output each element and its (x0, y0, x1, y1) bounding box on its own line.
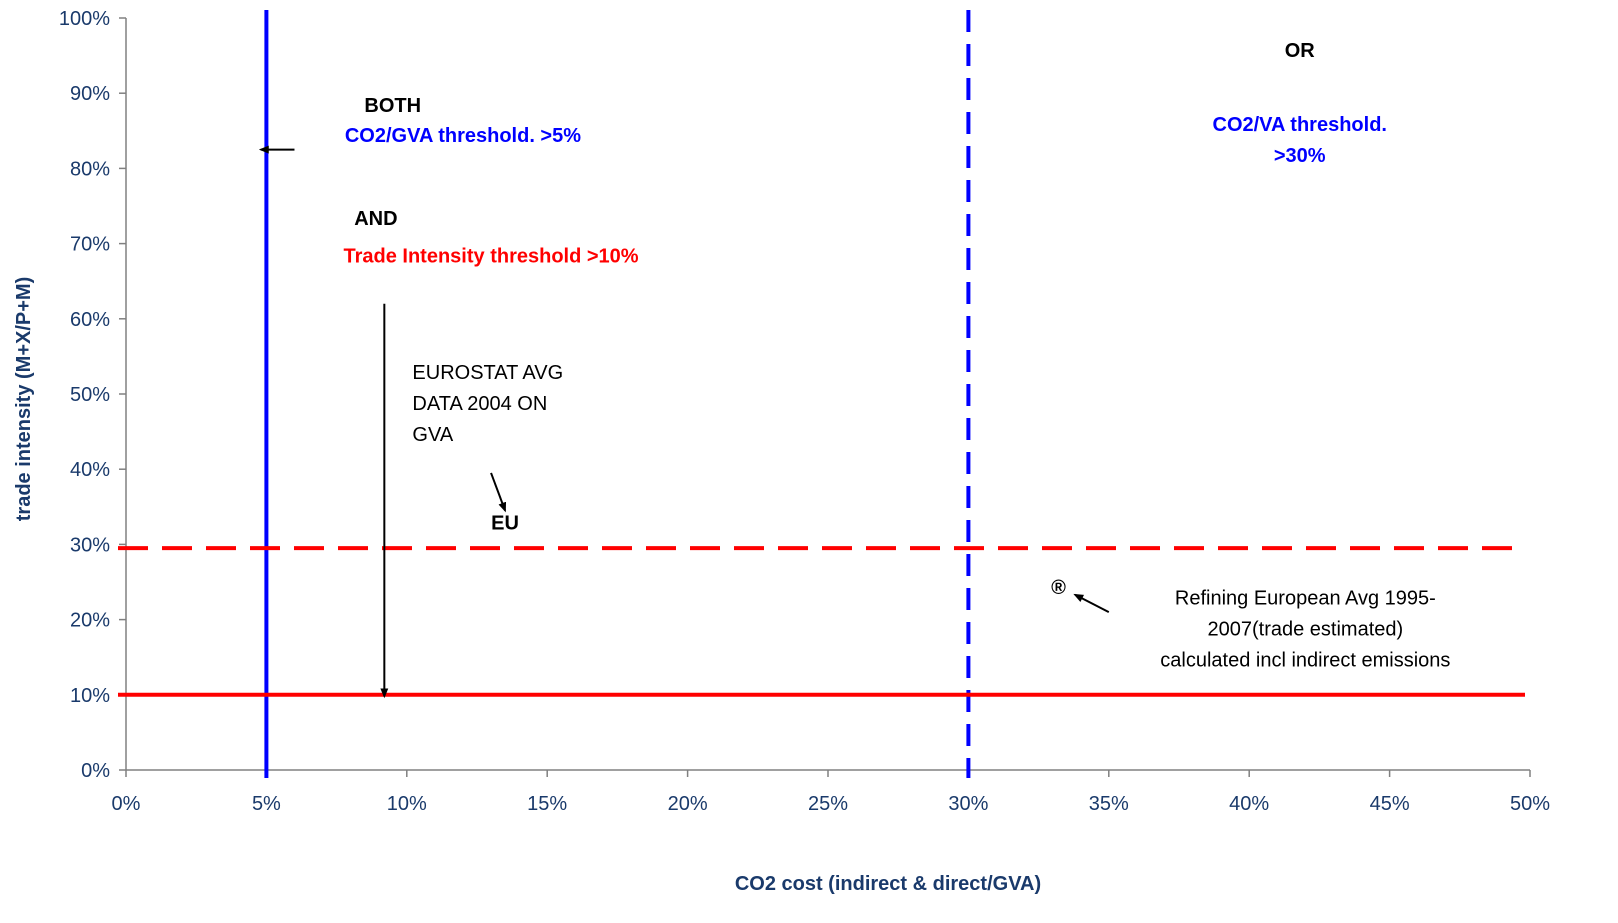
tick-labels: 0% 5% 10% 15% 20% 25% 30% 35% 40% 45% 50% 0% 10% 20% 3… (59, 8, 1550, 815)
y-tick-label: 100% (59, 8, 110, 30)
y-tick-label: 20% (70, 610, 110, 632)
x-tick-label: 30% (948, 793, 988, 815)
annotation-line: Refining European Avg 1995- (1175, 588, 1436, 610)
x-tick-label: 5% (252, 793, 281, 815)
y-axis-title: trade intensity (M+X/P+M) (13, 277, 35, 522)
arrows (258, 145, 1110, 699)
y-tick-label: 50% (70, 384, 110, 406)
y-tick-label: 90% (70, 83, 110, 105)
annotations: BOTH CO2/GVA threshold. >5% AND Trade Inten… (343, 40, 1450, 671)
data-point-marker: ® (1051, 577, 1066, 599)
annotation: EUROSTAT AVG DATA 2004 ON GVA (412, 362, 563, 446)
y-tick-label: 0% (81, 760, 110, 782)
axes (119, 17, 1531, 777)
annotation-line: DATA 2004 ON (412, 393, 547, 415)
arrow (490, 472, 507, 513)
y-tick-label: 30% (70, 534, 110, 556)
annotation: AND (354, 208, 397, 230)
annotation: Refining European Avg 1995- 2007(trade es… (1160, 588, 1450, 672)
data-points: ® (1051, 577, 1066, 599)
annotation-line: calculated incl indirect emissions (1160, 650, 1450, 672)
y-tick-label: 10% (70, 685, 110, 707)
x-tick-label: 35% (1089, 793, 1129, 815)
y-tick-label: 40% (70, 459, 110, 481)
annotation: OR (1285, 40, 1316, 62)
x-tick-label: 20% (668, 793, 708, 815)
y-tick-label: 80% (70, 158, 110, 180)
annotation: Trade Intensity threshold >10% (343, 245, 638, 267)
annotation: EU (491, 512, 519, 534)
x-tick-label: 50% (1510, 793, 1550, 815)
x-tick-label: 45% (1370, 793, 1410, 815)
x-tick-label: 10% (387, 793, 427, 815)
x-tick-label: 25% (808, 793, 848, 815)
x-axis-title: CO2 cost (indirect & direct/GVA) (735, 873, 1041, 895)
annotation: BOTH (364, 95, 421, 117)
x-tick-label: 40% (1229, 793, 1269, 815)
x-tick-label: 0% (112, 793, 141, 815)
annotation-line: EUROSTAT AVG (412, 362, 563, 384)
y-tick-label: 60% (70, 309, 110, 331)
annotation: CO2/VA threshold. >30% (1213, 114, 1387, 167)
threshold-lines (118, 10, 1525, 778)
arrow (1073, 593, 1110, 613)
x-tick-label: 15% (527, 793, 567, 815)
y-tick-label: 70% (70, 234, 110, 256)
annotation-line: CO2/VA threshold. (1213, 114, 1387, 136)
annotation-line: >30% (1274, 145, 1326, 167)
annotation: CO2/GVA threshold. >5% (345, 125, 581, 147)
annotation-line: 2007(trade estimated) (1208, 619, 1404, 641)
annotation-line: GVA (412, 424, 453, 446)
